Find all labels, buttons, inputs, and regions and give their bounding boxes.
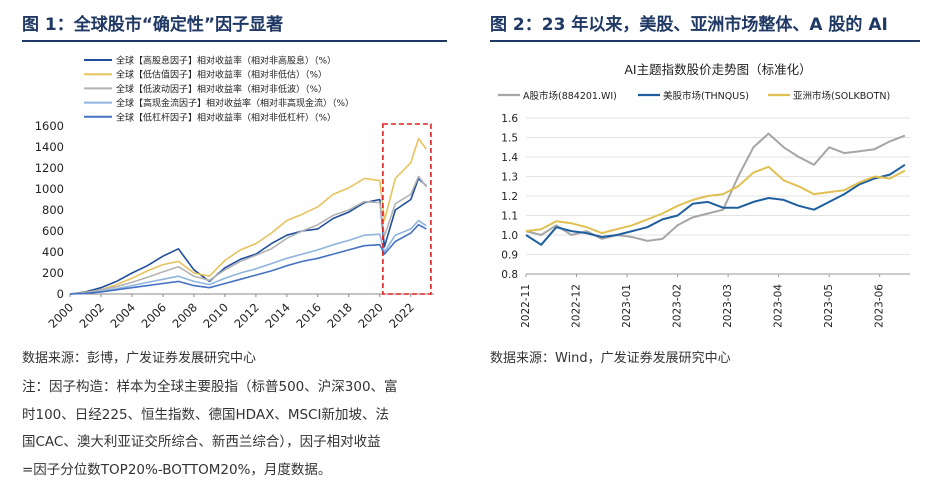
x-tick-label: 2022-11 xyxy=(520,284,532,328)
legend-label: 全球【低杠杆因子】相对收益率（相对非低杠杆）（%） xyxy=(116,111,336,123)
note-line: 时100、日经225、恒生指数、德国HDAX、MSCI新加坡、法 xyxy=(22,402,442,430)
y-tick-label: 1.3 xyxy=(501,172,518,184)
x-tick-label: 2023-02 xyxy=(672,284,684,328)
ai-theme-index-chart: AI主题指数股价走势图（标准化） A股市场(884201.WI) 美股市场(THNQ… xyxy=(490,46,920,342)
figure1-source: 数据来源：彭博，广发证券发展研究中心 xyxy=(22,347,256,366)
note-line: =因子分位数TOP20%-BOTTOM20%，月度数据。 xyxy=(22,457,442,484)
figure1-note: 注：因子构造：样本为全球主要股指（标普500、沪深300、富 时100、日经22… xyxy=(22,374,442,484)
y-tick-label: 1.4 xyxy=(501,152,518,164)
figure2-title: 图 2：23 年以来，美股、亚洲市场整体、A 股的 AI xyxy=(490,10,888,35)
x-tick-label: 2006 xyxy=(138,300,169,331)
x-tick-label: 2004 xyxy=(107,300,138,331)
x-tick-label: 2020 xyxy=(355,300,386,331)
legend-label: 全球【高现金流因子】相对收益率（相对非高现金流）（%） xyxy=(116,97,354,109)
highlight-box xyxy=(383,124,431,294)
x-tick-label: 2023-04 xyxy=(773,284,785,328)
x-tick-label: 2023-01 xyxy=(621,284,633,328)
legend-label: 全球【低估值因子】相对收益率（相对非低估）（%） xyxy=(116,69,327,81)
legend-label: A股市场(884201.WI) xyxy=(523,90,617,102)
chart-title: AI主题指数股价走势图（标准化） xyxy=(624,62,811,77)
y-tick-label: 600 xyxy=(42,224,64,238)
y-tick-label: 1400 xyxy=(35,140,64,154)
x-tick-label: 2010 xyxy=(200,300,231,331)
y-tick-label: 0 xyxy=(57,287,64,301)
y-tick-label: 1.1 xyxy=(501,211,518,223)
figure1-title: 图 1：全球股市“确定性”因子显著 xyxy=(22,10,283,35)
x-tick-label: 2008 xyxy=(169,300,200,331)
y-tick-label: 1200 xyxy=(35,161,64,175)
x-tick-label: 2023-05 xyxy=(823,284,835,328)
y-tick-label: 0.8 xyxy=(501,269,518,281)
y-tick-label: 400 xyxy=(42,245,64,259)
y-tick-label: 1.2 xyxy=(501,191,518,203)
y-tick-label: 1600 xyxy=(35,119,64,133)
figure1-title-rule xyxy=(22,40,447,42)
x-tick-label: 2022-12 xyxy=(571,284,583,328)
figure2-source: 数据来源：Wind，广发证券发展研究中心 xyxy=(490,347,731,366)
y-tick-label: 0.9 xyxy=(501,250,518,262)
legend-label: 全球【高股息因子】相对收益率（相对非高股息）（%） xyxy=(116,55,336,67)
legend-label: 亚洲市场(SOLKBOTN) xyxy=(793,90,890,102)
note-line: 注：因子构造：样本为全球主要股指（标普500、沪深300、富 xyxy=(22,374,442,402)
x-tick-label: 2023-06 xyxy=(874,284,886,328)
x-tick-label: 2016 xyxy=(293,300,324,331)
x-tick-label: 2023-03 xyxy=(722,284,734,328)
factor-returns-chart: 全球【高股息因子】相对收益率（相对非高股息）（%） 全球【低估值因子】相对收益率（… xyxy=(22,46,447,342)
legend-label: 全球【低波动因子】相对收益率（相对非低波）（%） xyxy=(116,83,327,95)
y-tick-label: 1000 xyxy=(35,182,64,196)
figure2-title-rule xyxy=(490,40,920,42)
x-tick-label: 2014 xyxy=(262,300,293,331)
y-tick-label: 1.5 xyxy=(501,133,518,145)
x-tick-label: 2022 xyxy=(386,300,417,331)
x-tick-label: 2018 xyxy=(324,300,355,331)
y-tick-label: 800 xyxy=(42,203,64,217)
x-tick-label: 2002 xyxy=(76,300,107,331)
y-tick-label: 1.0 xyxy=(501,230,518,242)
legend-label: 美股市场(THNQUS) xyxy=(663,90,749,102)
x-tick-label: 2000 xyxy=(46,300,77,331)
note-line: 国CAC、澳大利亚证交所综合、新西兰综合），因子相对收益 xyxy=(22,429,442,457)
y-tick-label: 200 xyxy=(42,266,64,280)
x-tick-label: 2012 xyxy=(231,300,262,331)
y-tick-label: 1.6 xyxy=(501,113,518,125)
